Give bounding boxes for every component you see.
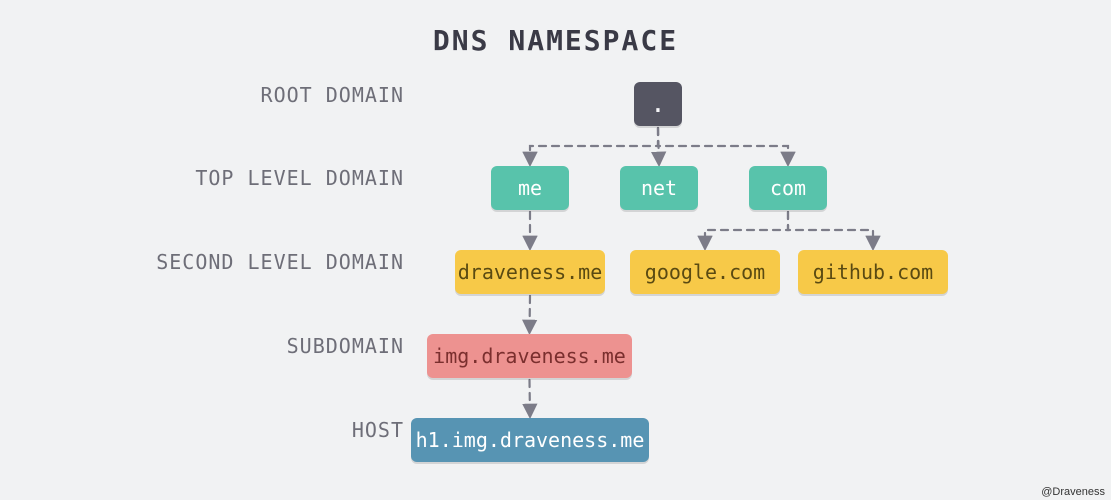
node-img: img.draveness.me xyxy=(427,334,632,378)
row-label: SECOND LEVEL DOMAIN xyxy=(156,250,404,274)
edge xyxy=(658,128,659,164)
edge xyxy=(705,212,788,248)
edge xyxy=(658,128,788,164)
credit-text: @Draveness xyxy=(1041,486,1105,498)
diagram-canvas: DNS NAMESPACE ROOT DOMAIN TOP LEVEL DOMAI… xyxy=(0,0,1111,500)
row-label: HOST xyxy=(352,418,404,442)
node-google: google.com xyxy=(630,250,780,294)
edge xyxy=(530,380,531,416)
edge xyxy=(530,128,658,164)
node-root: . xyxy=(634,82,682,126)
node-me: me xyxy=(491,166,569,210)
node-com: com xyxy=(749,166,827,210)
row-label: ROOT DOMAIN xyxy=(261,83,404,107)
diagram-title: DNS NAMESPACE xyxy=(0,24,1111,57)
node-drav: draveness.me xyxy=(455,250,605,294)
node-github: github.com xyxy=(798,250,948,294)
edge xyxy=(788,212,873,248)
row-label: SUBDOMAIN xyxy=(287,334,404,358)
row-label: TOP LEVEL DOMAIN xyxy=(195,166,404,190)
node-host: h1.img.draveness.me xyxy=(411,418,649,462)
node-net: net xyxy=(620,166,698,210)
edge xyxy=(530,296,531,332)
